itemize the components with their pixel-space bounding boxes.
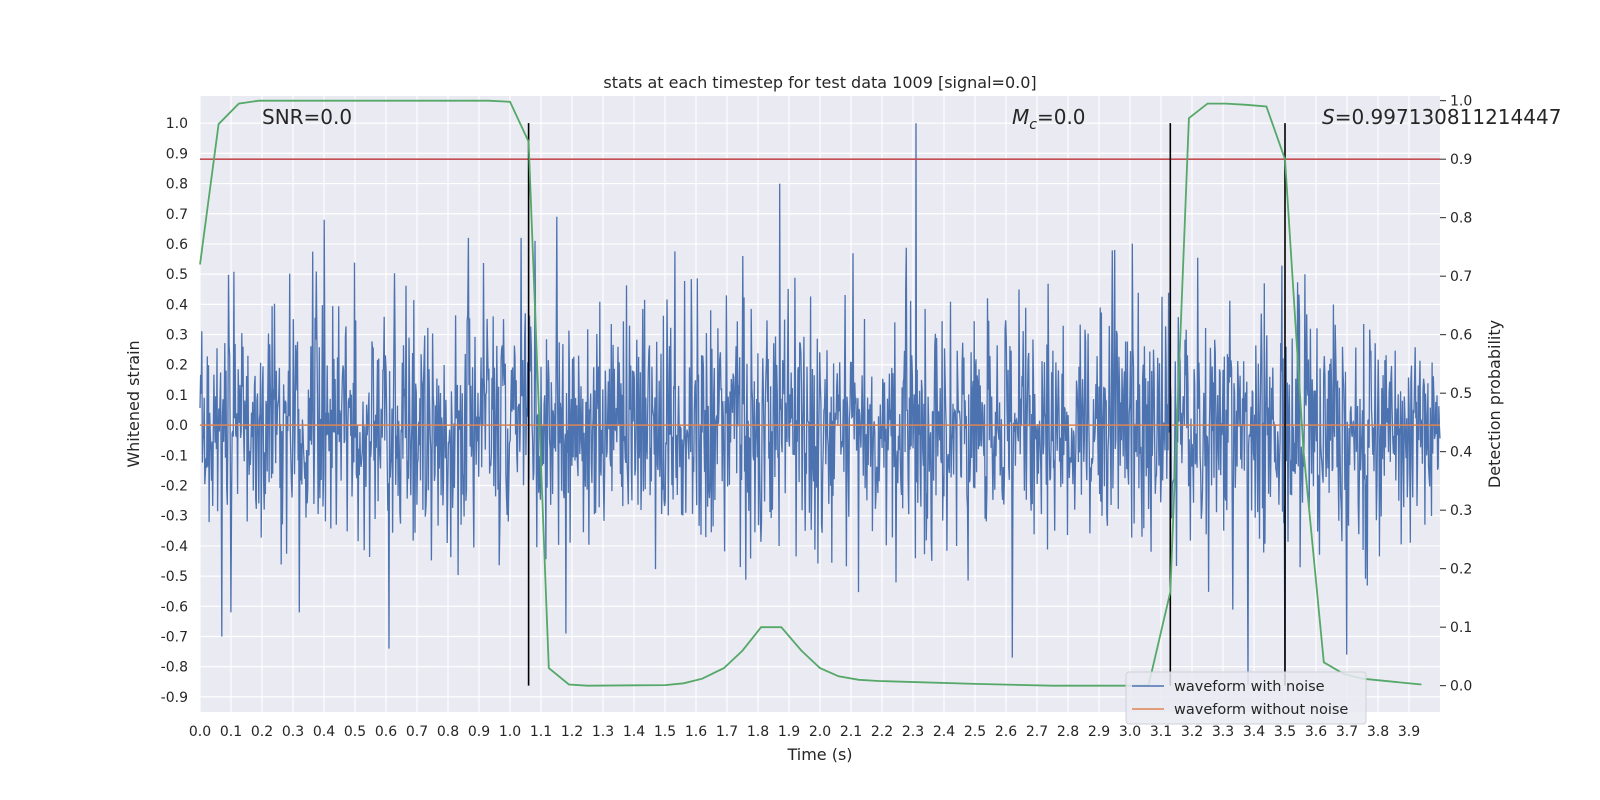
y2-tick-label: 0.0 bbox=[1450, 679, 1472, 695]
y2-tick-label: 0.3 bbox=[1450, 503, 1472, 519]
y-tick-label: 0.8 bbox=[166, 177, 188, 193]
y-tick-label: -0.3 bbox=[161, 509, 188, 525]
s-value: =0.997130811214447 bbox=[1335, 105, 1562, 129]
x-tick-label: 0.9 bbox=[468, 724, 490, 740]
y2-tick-label: 0.6 bbox=[1450, 328, 1472, 344]
x-tick-label: 2.1 bbox=[840, 724, 862, 740]
y-tick-label: -0.4 bbox=[161, 539, 188, 555]
x-tick-label: 1.4 bbox=[623, 724, 645, 740]
y-tick-label: 0.2 bbox=[166, 358, 188, 374]
series-detection-probability bbox=[199, 99, 1422, 687]
x-tick-label: 2.8 bbox=[1057, 724, 1079, 740]
x-tick-label: 0.5 bbox=[344, 724, 366, 740]
x-tick-label: 0.6 bbox=[375, 724, 397, 740]
x-tick-label: 0.8 bbox=[437, 724, 459, 740]
y2-tick-label: 0.4 bbox=[1450, 445, 1472, 461]
legend-label-noise: waveform with noise bbox=[1174, 679, 1325, 695]
x-tick-label: 2.7 bbox=[1026, 724, 1048, 740]
x-tick-label: 2.5 bbox=[964, 724, 986, 740]
y-tick-label: -0.9 bbox=[161, 690, 188, 706]
noise-waveform-line bbox=[199, 123, 1441, 685]
y-tick-label: 0.5 bbox=[166, 267, 188, 283]
y2-ticks: 1.0 0.9 0.8 0.7 0.6 0.5 0.4 0.3 0.2 0.1 0.0 bbox=[1440, 94, 1472, 695]
x-ticks: 0.0 0.1 0.2 0.3 0.4 0.5 0.6 0.7 0.8 0.9 1.0 1.1 1.2 1… bbox=[189, 724, 1420, 740]
x-tick-label: 3.8 bbox=[1367, 724, 1389, 740]
x-tick-label: 3.7 bbox=[1336, 724, 1358, 740]
y-tick-label: 0.0 bbox=[166, 418, 188, 434]
x-tick-label: 1.9 bbox=[778, 724, 800, 740]
x-tick-label: 2.9 bbox=[1088, 724, 1110, 740]
y-tick-label: -0.6 bbox=[161, 599, 188, 615]
legend-box bbox=[1125, 671, 1367, 725]
x-tick-label: 2.4 bbox=[933, 724, 955, 740]
y2-tick-label: 0.1 bbox=[1450, 620, 1472, 636]
s-annotation: S=0.997130811214447 bbox=[1322, 105, 1561, 129]
x-tick-label: 1.6 bbox=[685, 724, 707, 740]
mc-symbol: M bbox=[1012, 105, 1029, 129]
x-tick-label: 1.8 bbox=[747, 724, 769, 740]
x-tick-label: 1.1 bbox=[530, 724, 552, 740]
y-tick-label: -0.7 bbox=[161, 630, 188, 646]
x-tick-label: 1.2 bbox=[561, 724, 583, 740]
x-tick-label: 0.3 bbox=[282, 724, 304, 740]
y-tick-label: 0.1 bbox=[166, 388, 188, 404]
y-tick-label: 0.6 bbox=[166, 237, 188, 253]
mc-value: =0.0 bbox=[1037, 105, 1086, 129]
x-tick-label: 3.2 bbox=[1181, 724, 1203, 740]
legend-label-clean: waveform without noise bbox=[1174, 702, 1348, 718]
y2-tick-label: 0.7 bbox=[1450, 269, 1472, 285]
s-symbol: S bbox=[1322, 105, 1335, 129]
x-tick-label: 2.3 bbox=[902, 724, 924, 740]
y-axis-label: Whitened strain bbox=[124, 340, 143, 467]
detection-probability-line bbox=[199, 99, 1422, 687]
y-tick-label: -0.8 bbox=[161, 660, 188, 676]
x-tick-label: 3.9 bbox=[1398, 724, 1420, 740]
y-ticks: 1.0 0.9 0.8 0.7 0.6 0.5 0.4 0.3 0.2 0.1 0.0 -0.1 -0.… bbox=[161, 116, 188, 706]
mc-subscript: c bbox=[1029, 117, 1037, 133]
y-tick-label: -0.2 bbox=[161, 479, 188, 495]
series-waveform-with-noise bbox=[199, 123, 1441, 685]
y2-tick-label: 0.5 bbox=[1450, 386, 1472, 402]
x-tick-label: 0.0 bbox=[189, 724, 211, 740]
y2-tick-label: 0.9 bbox=[1450, 152, 1472, 168]
x-tick-label: 3.4 bbox=[1243, 724, 1265, 740]
y-tick-label: -0.5 bbox=[161, 569, 188, 585]
y-tick-label: 0.9 bbox=[166, 146, 188, 162]
mc-annotation: Mc=0.0 bbox=[1012, 105, 1086, 133]
x-tick-label: 1.5 bbox=[654, 724, 676, 740]
x-tick-label: 0.7 bbox=[406, 724, 428, 740]
y2-tick-label: 0.2 bbox=[1450, 562, 1472, 578]
legend: waveform with noise waveform without noi… bbox=[1125, 671, 1367, 725]
x-tick-label: 2.0 bbox=[809, 724, 831, 740]
y-tick-label: 0.7 bbox=[166, 207, 188, 223]
x-tick-label: 2.2 bbox=[871, 724, 893, 740]
x-tick-label: 0.2 bbox=[251, 724, 273, 740]
x-axis-label: Time (s) bbox=[786, 745, 852, 764]
x-tick-label: 1.7 bbox=[716, 724, 738, 740]
y2-tick-label: 0.8 bbox=[1450, 211, 1472, 227]
x-tick-label: 2.6 bbox=[995, 724, 1017, 740]
x-tick-label: 3.3 bbox=[1212, 724, 1234, 740]
x-tick-label: 3.6 bbox=[1305, 724, 1327, 740]
y-tick-label: 0.4 bbox=[166, 297, 188, 313]
y-tick-label: -0.1 bbox=[161, 448, 188, 464]
y-tick-label: 1.0 bbox=[166, 116, 188, 132]
x-tick-label: 3.0 bbox=[1119, 724, 1141, 740]
y2-axis-label: Detection probability bbox=[1485, 320, 1504, 488]
snr-annotation: SNR=0.0 bbox=[262, 105, 352, 129]
x-tick-label: 3.1 bbox=[1150, 724, 1172, 740]
x-tick-label: 1.0 bbox=[499, 724, 521, 740]
y-tick-label: 0.3 bbox=[166, 328, 188, 344]
y2-tick-label: 1.0 bbox=[1450, 94, 1472, 110]
x-tick-label: 3.5 bbox=[1274, 724, 1296, 740]
chart-title: stats at each timestep for test data 100… bbox=[603, 73, 1036, 92]
x-tick-label: 0.1 bbox=[220, 724, 242, 740]
x-tick-label: 0.4 bbox=[313, 724, 335, 740]
x-tick-label: 1.3 bbox=[592, 724, 614, 740]
